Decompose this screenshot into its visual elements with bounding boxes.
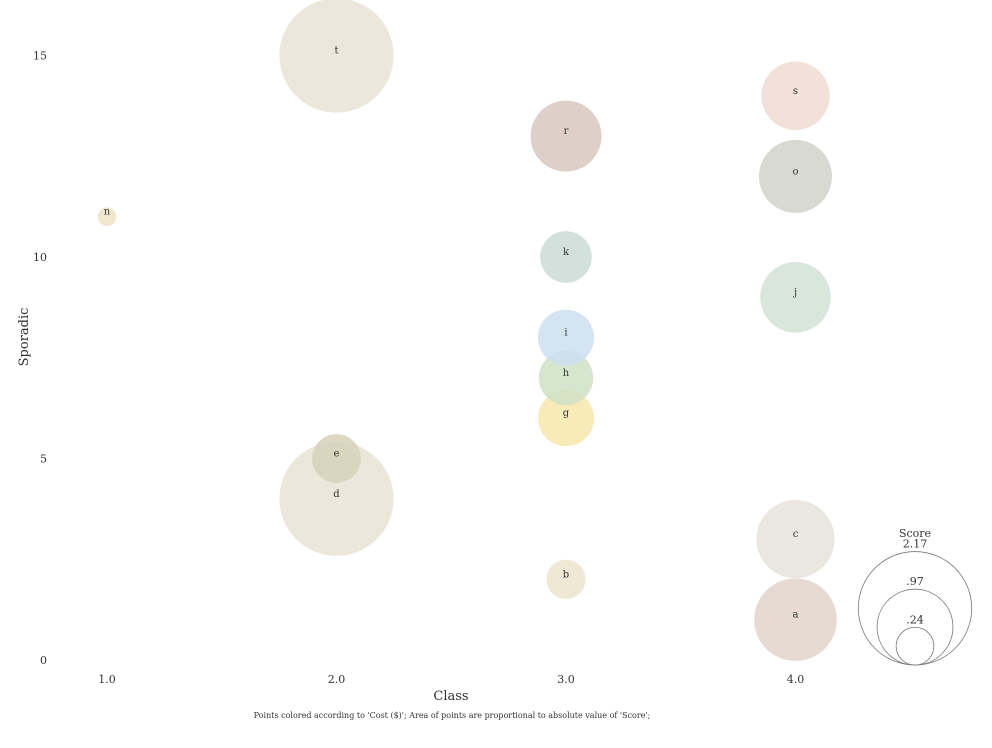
- bubble-a: [754, 578, 837, 661]
- x-axis-ticks: 1.0 2.0 3.0 4.0: [98, 673, 804, 686]
- bubble-label-s: s: [793, 86, 798, 97]
- y-tick-label: 5: [40, 453, 47, 466]
- bubble-label-j: j: [793, 287, 797, 298]
- x-tick-label: 4.0: [787, 673, 805, 686]
- bubble-label-d: d: [333, 489, 340, 500]
- legend-title: Score: [899, 527, 931, 540]
- bubble-i: [537, 309, 595, 366]
- legend-circle: [857, 551, 973, 666]
- bubble-label-c: c: [793, 529, 799, 540]
- bubble-label-r: r: [564, 126, 569, 137]
- bubble-b: [546, 559, 586, 600]
- bubble-label-n: n: [104, 207, 111, 218]
- x-axis-title: Class: [433, 689, 468, 704]
- y-axis-ticks: 0 5 10 15: [33, 50, 47, 668]
- y-tick-label: 15: [33, 50, 47, 63]
- bubble-label-g: g: [563, 408, 570, 419]
- size-legend: Score 2.17 .97 .24: [857, 527, 973, 666]
- bubble-e: [312, 434, 361, 483]
- bubble-label-a: a: [793, 610, 799, 621]
- bubble-c: [756, 500, 835, 579]
- bubble-label-e: e: [334, 449, 340, 460]
- bubble-h: [538, 350, 594, 406]
- bubble-n: [97, 207, 117, 227]
- x-tick-label: 1.0: [98, 673, 116, 686]
- legend-label: .24: [906, 613, 924, 626]
- legend-label: .97: [906, 575, 924, 588]
- bubble-label-b: b: [563, 569, 569, 580]
- bubble-d: [279, 441, 394, 556]
- x-tick-label: 2.0: [328, 673, 346, 686]
- y-tick-label: 10: [33, 251, 47, 264]
- bubble-s: [761, 61, 830, 131]
- bubble-label-i: i: [564, 328, 567, 339]
- y-axis-title: Sporadic: [17, 308, 32, 367]
- legend-label: 2.17: [903, 538, 928, 551]
- bubble-layer: [97, 0, 837, 661]
- bubble-r: [530, 100, 602, 172]
- y-tick-label: 0: [40, 654, 47, 667]
- bubble-label-t: t: [334, 46, 338, 57]
- bubble-j: [760, 262, 831, 333]
- bubble-label-k: k: [563, 247, 570, 258]
- bubble-o: [758, 139, 833, 213]
- bubble-k: [540, 231, 592, 283]
- bubble-label-o: o: [792, 166, 798, 177]
- bubble-t: [279, 0, 394, 113]
- bubble-label-h: h: [563, 368, 570, 379]
- bubble-g: [537, 390, 595, 447]
- bubble-label-layer: a b c d e g h i j k n o r s t: [104, 46, 799, 621]
- chart-caption: Points colored according to 'Cost ($)'; …: [253, 711, 651, 720]
- legend-circle: [895, 626, 935, 666]
- x-tick-label: 3.0: [557, 673, 575, 686]
